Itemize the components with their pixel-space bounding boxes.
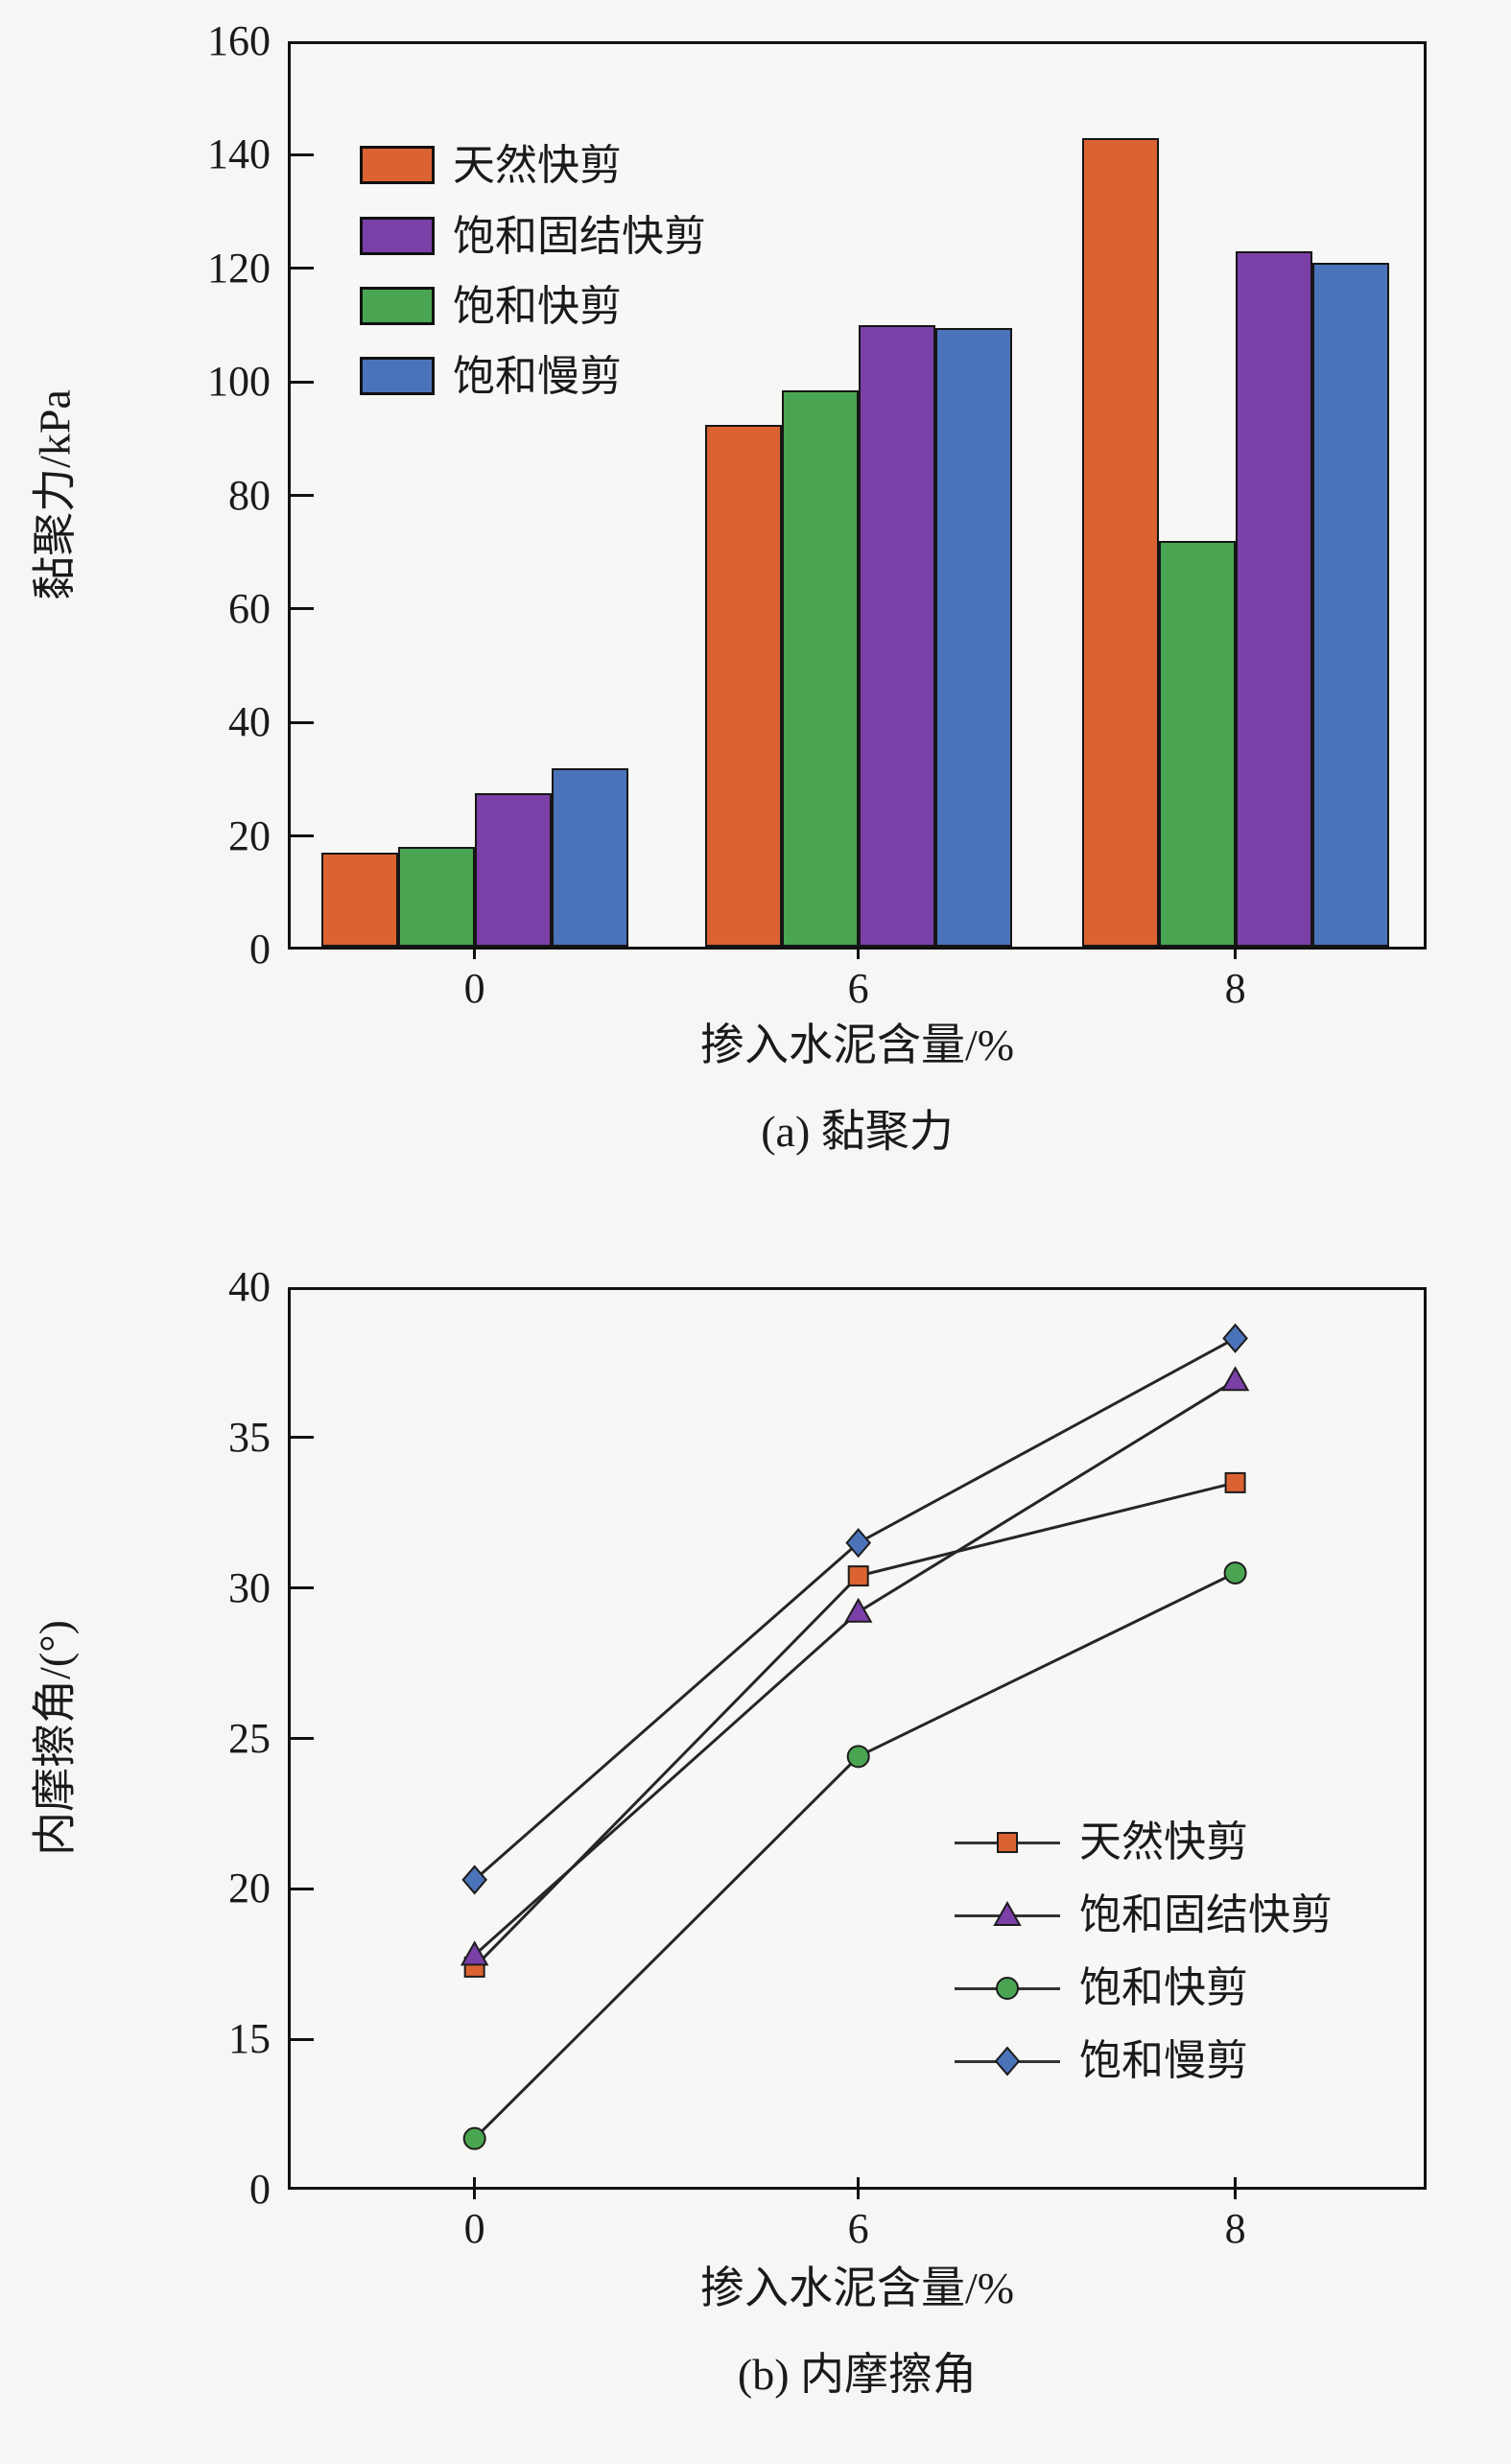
y-tick-mark <box>291 607 314 611</box>
series-line-饱和固结快剪 <box>473 1378 1237 1957</box>
bar-饱和快剪 <box>1158 540 1236 947</box>
marker-triangle <box>460 1940 489 1966</box>
legend-swatch-饱和固结快剪 <box>360 217 435 255</box>
bar-饱和固结快剪 <box>858 324 935 947</box>
legend-label: 饱和快剪 <box>453 283 622 330</box>
bar-天然快剪 <box>320 853 398 947</box>
legend-swatch-饱和快剪 <box>360 287 435 325</box>
marker-diamond <box>845 1528 872 1559</box>
marker-diamond <box>461 1865 487 1895</box>
marker-diamond <box>1222 1323 1248 1353</box>
y-tick-mark <box>291 153 314 156</box>
y-tick-mark <box>291 494 314 497</box>
marker-square <box>997 1832 1018 1853</box>
y-tick-mark <box>291 2037 314 2041</box>
legend-swatch-饱和慢剪 <box>360 357 435 395</box>
y-tick-label: 15 <box>228 2015 271 2063</box>
bar-饱和慢剪 <box>1311 262 1389 947</box>
x-tick-mark <box>1234 2177 1238 2199</box>
legend-label: 饱和固结快剪 <box>453 213 706 260</box>
x-tick-mark <box>857 2177 861 2199</box>
y-tick-label: 30 <box>228 1563 271 1611</box>
x-tick-label: 6 <box>847 2205 869 2252</box>
y-tick-mark <box>291 1436 314 1440</box>
legend-label: 饱和慢剪 <box>1079 2037 1248 2084</box>
x-tick-label: 6 <box>847 965 869 1012</box>
marker-circle <box>462 2126 486 2150</box>
marker-square <box>1224 1471 1246 1493</box>
bar-饱和慢剪 <box>551 767 628 947</box>
legend-marker-天然快剪 <box>997 1832 1018 1853</box>
y-tick-label: 140 <box>207 130 271 178</box>
y-tick-label: 20 <box>228 811 271 859</box>
legend-marker-饱和快剪 <box>996 1977 1019 2000</box>
bar-饱和慢剪 <box>934 327 1012 947</box>
marker-diamond <box>994 2046 1021 2077</box>
marker-triangle <box>843 1597 873 1623</box>
marker-triangle <box>1220 1366 1250 1392</box>
legend-label: 饱和固结快剪 <box>1079 1891 1333 1938</box>
marker-circle <box>846 1745 870 1769</box>
y-tick-mark <box>291 1737 314 1740</box>
y-tick-label: 40 <box>228 1263 271 1310</box>
y-axis-title-cohesion: 黏聚力/kPa <box>30 389 80 600</box>
y-tick-label: 100 <box>207 358 271 406</box>
line-chart-canvas <box>460 1323 1250 2150</box>
bar-天然快剪 <box>1081 137 1159 947</box>
x-tick-label: 0 <box>463 965 485 1012</box>
x-axis-title-friction-angle: 掺入水泥含量/% <box>699 2264 1015 2312</box>
x-tick-mark <box>1234 937 1238 959</box>
y-tick-mark <box>291 720 314 724</box>
y-tick-label: 0 <box>249 926 271 973</box>
marker-circle <box>996 1977 1019 2000</box>
legend-label: 饱和快剪 <box>1079 1964 1248 2011</box>
legend-label: 天然快剪 <box>1079 1819 1248 1866</box>
x-tick-mark <box>473 937 477 959</box>
y-tick-label: 60 <box>228 584 271 632</box>
y-tick-mark <box>291 380 314 384</box>
x-tick-mark <box>473 2177 477 2199</box>
y-tick-label: 0 <box>249 2166 271 2213</box>
x-axis-title-cohesion: 掺入水泥含量/% <box>699 1021 1015 1069</box>
y-tick-label: 35 <box>228 1413 271 1461</box>
y-tick-label: 160 <box>207 17 271 64</box>
y-tick-label: 25 <box>228 1714 271 1762</box>
x-tick-label: 8 <box>1224 2205 1246 2252</box>
legend-label: 饱和慢剪 <box>453 353 622 400</box>
bar-饱和固结快剪 <box>474 793 552 947</box>
caption-a: (a) 黏聚力 <box>761 1107 954 1156</box>
marker-square <box>847 1565 869 1587</box>
caption-b: (b) 内摩擦角 <box>737 2350 978 2399</box>
marker-triangle <box>993 1900 1022 1926</box>
legend-marker-饱和固结快剪 <box>993 1900 1022 1926</box>
y-tick-label: 120 <box>207 244 271 292</box>
x-tick-label: 0 <box>463 2205 485 2252</box>
bar-饱和固结快剪 <box>1235 250 1312 947</box>
legend-marker-饱和慢剪 <box>994 2046 1021 2077</box>
y-tick-mark <box>291 1887 314 1890</box>
plot-area-friction-angle <box>288 1287 1427 2190</box>
bar-饱和快剪 <box>781 390 859 947</box>
y-tick-label: 20 <box>228 1865 271 1913</box>
y-tick-mark <box>291 834 314 838</box>
legend-swatch-天然快剪 <box>360 146 435 184</box>
bar-天然快剪 <box>704 424 782 947</box>
y-tick-label: 40 <box>228 698 271 746</box>
y-tick-label: 80 <box>228 471 271 519</box>
x-tick-mark <box>857 937 861 959</box>
y-axis-title-friction-angle: 内摩擦角/(°) <box>30 1620 80 1856</box>
marker-circle <box>1223 1561 1247 1584</box>
y-tick-mark <box>291 267 314 270</box>
x-tick-label: 8 <box>1224 965 1246 1012</box>
bar-饱和快剪 <box>397 847 475 947</box>
legend-label: 天然快剪 <box>453 142 622 189</box>
y-tick-mark <box>291 1586 314 1590</box>
